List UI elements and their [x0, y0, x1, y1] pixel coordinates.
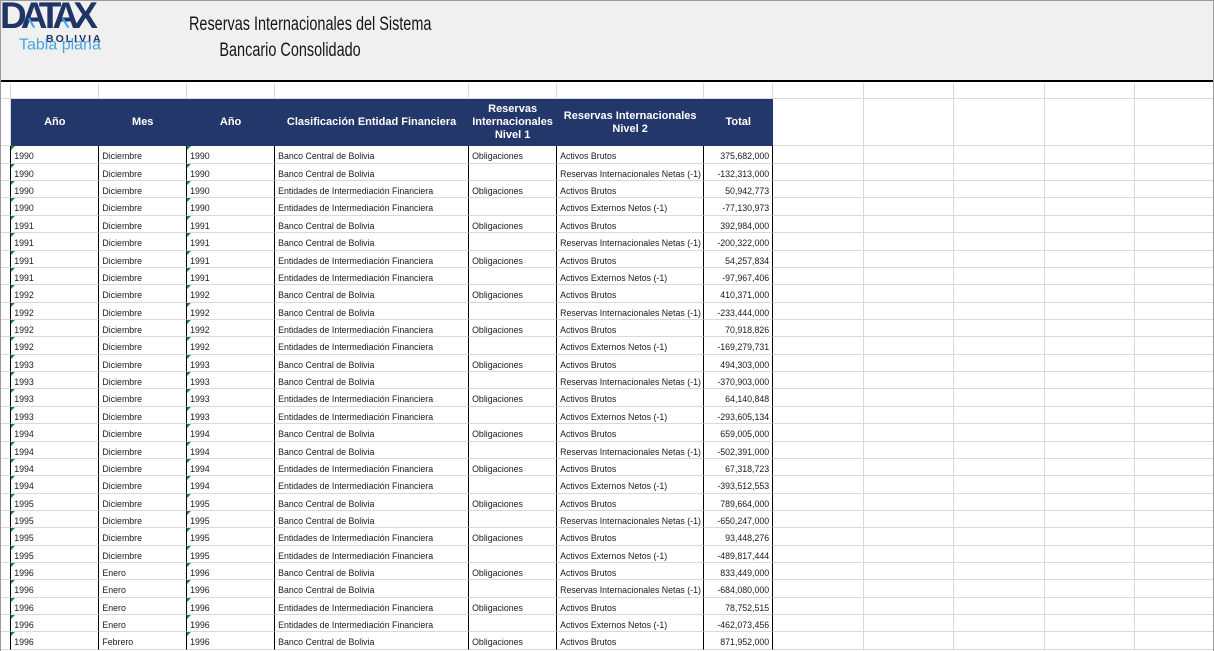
- svg-text:Tabla plana: Tabla plana: [19, 37, 101, 54]
- svg-text:DATAX: DATAX: [0, 0, 98, 36]
